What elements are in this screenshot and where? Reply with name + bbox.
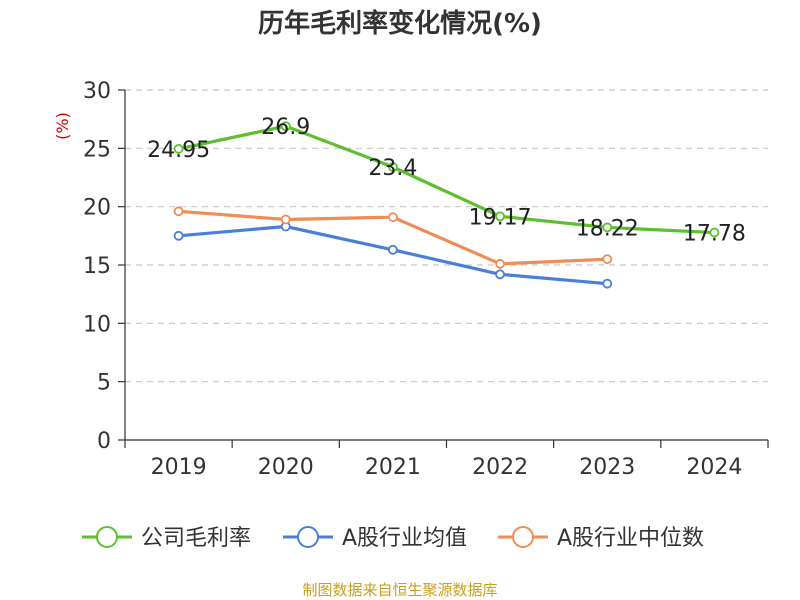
series-line [176, 124, 717, 235]
series-line [176, 224, 609, 286]
data-label: 18.22 [576, 216, 639, 241]
y-tick-label: 25 [83, 137, 111, 162]
data-point [602, 278, 613, 289]
x-tick-label: 2020 [258, 455, 314, 480]
y-tick-label: 5 [97, 371, 111, 396]
data-point [173, 230, 184, 241]
series-2 [173, 206, 613, 269]
x-tick-label: 2024 [686, 455, 742, 480]
data-point [602, 254, 613, 265]
y-tick-label: 30 [83, 79, 111, 104]
data-point [495, 269, 505, 280]
series-1 [173, 221, 613, 289]
axes: 0 5 10 15 20 25 30 2019 2020 2021 2022 2023 2024 [83, 79, 769, 480]
y-tick-label: 20 [83, 196, 111, 221]
legend-item-1: A股行业均值 [283, 526, 467, 551]
series-layer [173, 121, 720, 289]
data-point [280, 214, 291, 225]
data-point [602, 222, 613, 233]
y-tick-label: 15 [83, 254, 111, 279]
x-tick-label: 2019 [151, 455, 207, 480]
data-point [388, 162, 398, 172]
source-text: 制图数据来自恒生聚源数据库 [302, 581, 497, 599]
data-point [280, 121, 291, 132]
legend-marker-icon [96, 526, 118, 548]
data-point [388, 212, 398, 223]
grid [125, 89, 768, 383]
data-point [495, 258, 505, 269]
data-label: 19.17 [469, 205, 532, 230]
data-label: 24.95 [147, 138, 210, 163]
data-label: 17.78 [683, 222, 746, 247]
x-tick-label: 2023 [579, 455, 635, 480]
data-point [388, 244, 398, 255]
legend: 公司毛利率 A股行业均值 A股行业中位数 [82, 526, 704, 551]
legend-marker-icon [297, 526, 319, 548]
data-label: 23.4 [368, 156, 417, 181]
legend-label: 公司毛利率 [141, 526, 251, 551]
legend-item-2: A股行业中位数 [498, 526, 704, 551]
y-axis-unit-label: (%) [53, 112, 72, 140]
x-tick-label: 2022 [472, 455, 528, 480]
legend-label: A股行业中位数 [557, 526, 704, 551]
x-tick-label: 2021 [365, 455, 421, 480]
series-0 [173, 121, 720, 238]
data-label: 26.9 [261, 115, 310, 140]
legend-label: A股行业均值 [342, 526, 467, 551]
legend-item-0: 公司毛利率 [82, 526, 251, 551]
legend-marker-icon [512, 526, 534, 548]
data-point [173, 206, 184, 217]
chart-title: 历年毛利率变化情况(%) [258, 8, 542, 39]
y-tick-label: 0 [97, 429, 111, 454]
data-point [495, 211, 505, 222]
data-point [709, 227, 720, 238]
data-point [173, 144, 184, 154]
y-tick-label: 10 [83, 312, 111, 337]
data-labels: 24.95 26.9 23.4 19.17 18.22 17.78 [147, 115, 746, 246]
